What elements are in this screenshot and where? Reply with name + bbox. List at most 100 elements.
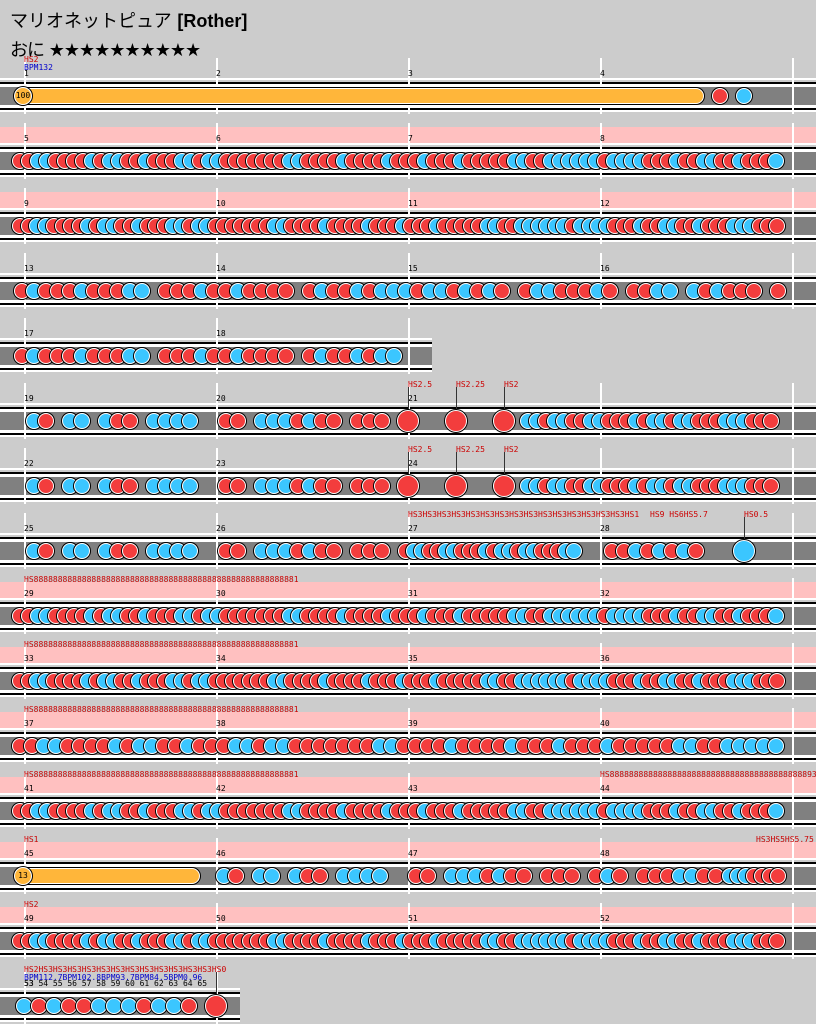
scroll-speed-label: HS3HS3HS3HS3HS3HS3HS3HS3HS3HS3HS3HS3HS3H… [408,510,640,519]
barline [600,513,602,569]
measure-number: 52 [600,914,610,923]
measure-number: 35 [408,654,418,663]
measure-number: 44 [600,784,610,793]
barline [792,578,794,634]
drumroll-bar [16,868,200,884]
ka-note [733,540,755,562]
don-note [445,410,467,432]
speed-change-marker [456,452,457,476]
chart-row: 25 26 27 28 HS3HS3HS3HS3HS3HS3HS3HS3HS3HS3HS… [0,510,816,569]
barline [792,448,794,504]
barline [408,773,410,829]
drumroll-count: 100 [14,87,32,105]
don-note [374,543,390,559]
measure-number: 15 [408,264,418,273]
don-note [493,410,515,432]
ka-note [768,738,784,754]
ka-note [91,998,107,1014]
chart-row: 29 30 31 32 HS888888888888888888888888888888… [0,575,816,634]
barline [792,838,794,894]
barline [216,708,218,764]
ka-note [736,88,752,104]
star-rating: ★★★★★★★★★★ [48,40,201,61]
measure-number: 14 [216,264,226,273]
song-title: マリオネットピュア [Rother] [10,7,247,33]
measure-number: 46 [216,849,226,858]
ka-note [768,153,784,169]
barline [600,643,602,699]
barline [24,58,26,114]
don-note [38,478,54,494]
measure-sub-numbers: 53 54 55 56 57 58 59 60 61 62 63 64 65 [24,979,208,988]
measure-number: 37 [24,719,34,728]
scroll-speed-label: HS88888888888888888888888888888888888888… [24,575,299,584]
barline [408,708,410,764]
ka-note [16,998,32,1014]
measure-number: 6 [216,134,221,143]
ka-note [74,478,90,494]
don-note [38,543,54,559]
chart-row: 9 10 11 12 [0,188,816,244]
barline-end [408,318,410,374]
measure-number: 41 [24,784,34,793]
barline [24,838,26,894]
don-note [397,410,419,432]
scroll-speed-label: HS2.25 [456,380,485,389]
scroll-speed-label: HS2.5 [408,380,433,389]
scroll-speed-label: HS2 [504,445,519,454]
don-note [31,998,47,1014]
barline [24,968,26,1024]
chart-row: 33 34 35 36 HS888888888888888888888888888888… [0,640,816,699]
lane-edge-top [0,988,240,990]
bpm-label: BPM132 [24,63,53,72]
measure-number: 42 [216,784,226,793]
barline [24,383,26,439]
barline [600,383,602,439]
barline [600,448,602,504]
barline [408,578,410,634]
barline [216,383,218,439]
speed-change-marker [408,387,409,411]
barline [408,643,410,699]
barline [792,643,794,699]
ka-note [74,413,90,429]
barline [600,253,602,309]
barline [24,513,26,569]
barline [792,383,794,439]
barline [792,773,794,829]
don-note [122,543,138,559]
ka-note [134,348,150,364]
barline [216,58,218,114]
don-note [278,283,294,299]
don-note [493,475,515,497]
don-note [516,868,532,884]
measure-number: 34 [216,654,226,663]
barline [216,773,218,829]
scroll-speed-label: HS3HS5HS5.75 [756,835,814,844]
ka-note [46,998,62,1014]
don-note [770,868,786,884]
ka-note [182,478,198,494]
song-author: [Rother] [177,11,248,31]
ka-note [768,803,784,819]
don-note [230,413,246,429]
barline [408,838,410,894]
ka-note [372,868,388,884]
barline [600,838,602,894]
measure-number: 22 [24,459,34,468]
don-note [397,475,419,497]
measure-number: 1 [24,69,29,78]
don-note [768,933,785,949]
chart-row: 45 46 47 48 HS1 HS3HS5HS5.75 13 [0,835,816,894]
measure-number: 17 [24,329,34,338]
scroll-speed-label: HS2 [24,900,39,909]
measure-number: 33 [24,654,34,663]
barline [24,903,26,959]
ka-note [182,413,198,429]
ka-note [662,283,678,299]
barline [792,513,794,569]
don-note [763,413,779,429]
barline [600,903,602,959]
don-note [746,283,762,299]
scroll-speed-label: HS2HS3HS3HS3HS3HS3HS3HS3HS3HS3HS3HS3HS3H… [24,965,227,974]
